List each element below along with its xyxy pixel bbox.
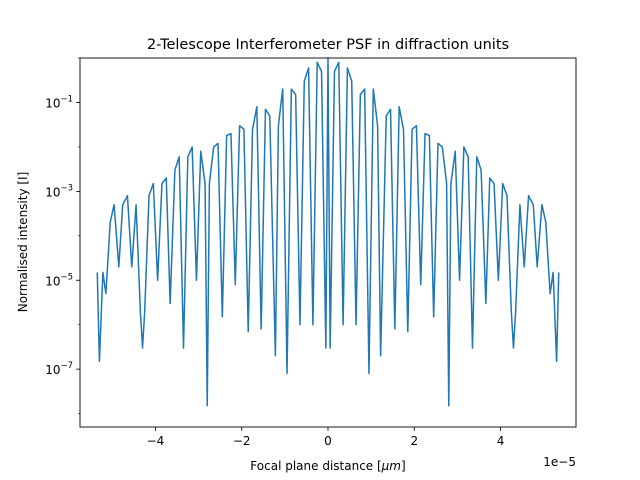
- x-tick-label: 0: [324, 434, 332, 448]
- x-axis-label-unit: μm: [381, 459, 401, 473]
- x-tick-label: −2: [233, 434, 251, 448]
- x-tick-label: 2: [410, 434, 418, 448]
- y-axis-label: Normalised intensity [I]: [16, 172, 30, 313]
- y-tick-label: 10−1: [45, 94, 73, 110]
- x-axis-label: Focal plane distance [μm]: [250, 459, 405, 473]
- plot-area: [96, 57, 560, 407]
- chart-title: 2-Telescope Interferometer PSF in diffra…: [147, 37, 509, 53]
- x-axis-label-prefix: Focal plane distance [: [250, 459, 381, 473]
- y-tick-label: 10−3: [45, 183, 73, 199]
- x-axis-label-suffix: ]: [401, 459, 406, 473]
- y-axis-ticks: 10−7 10−5 10−3 10−1: [45, 57, 80, 414]
- y-tick-label: 10−5: [45, 272, 73, 288]
- x-tick-label: −4: [147, 434, 165, 448]
- y-tick-label: 10−7: [45, 361, 73, 377]
- psf-series-line: [96, 57, 560, 407]
- x-axis-ticks: −4 −2 0 2 4: [147, 427, 505, 448]
- x-tick-label: 4: [497, 434, 505, 448]
- x-axis-offset-label: 1e−5: [543, 455, 576, 469]
